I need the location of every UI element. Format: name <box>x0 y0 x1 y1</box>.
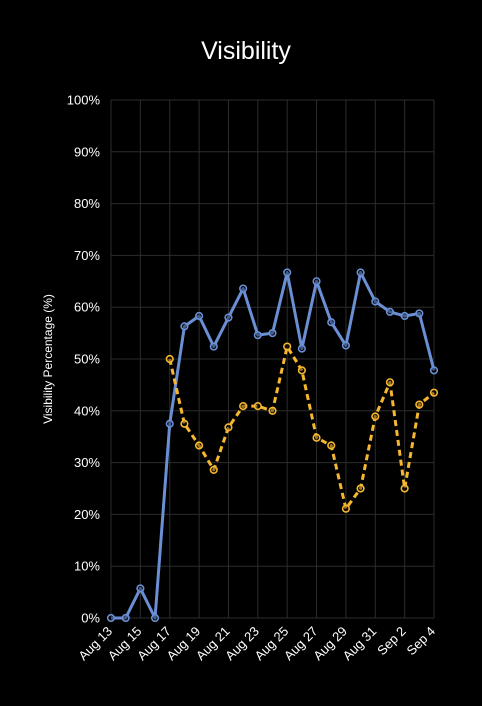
data-point <box>209 465 218 474</box>
x-tick-label: Sep 4 <box>403 624 438 659</box>
data-point <box>429 366 439 375</box>
data-point <box>150 613 160 623</box>
y-axis-label: Visibility Percentage (%) <box>41 294 55 424</box>
data-point <box>312 433 321 442</box>
y-tick-label: 60% <box>74 300 100 315</box>
data-point <box>253 402 262 411</box>
y-tick-label: 70% <box>74 248 100 263</box>
data-point <box>371 297 380 306</box>
series-line <box>111 270 436 620</box>
y-axis-ticks: 0% 10% 20% 30% 40% 50% 60% 70% 80% 90% 100% <box>67 93 101 626</box>
series-line <box>168 345 435 511</box>
y-tick-label: 10% <box>74 559 100 574</box>
data-point <box>297 366 306 375</box>
x-tick-label: Sep 2 <box>374 624 409 659</box>
data-point <box>268 406 277 415</box>
y-tick-label: 50% <box>74 352 100 367</box>
y-tick-label: 20% <box>74 507 100 522</box>
data-point <box>312 277 321 286</box>
data-point <box>341 341 351 350</box>
data-point <box>371 412 380 421</box>
data-point <box>224 313 233 322</box>
data-point <box>180 322 189 331</box>
data-point <box>415 400 424 409</box>
data-point <box>268 329 277 338</box>
series-1 <box>106 268 439 623</box>
data-point <box>415 309 424 318</box>
data-point <box>239 402 248 411</box>
y-tick-label: 80% <box>74 196 100 211</box>
data-point <box>165 354 174 364</box>
data-point <box>400 484 409 493</box>
data-point <box>297 344 306 353</box>
data-point <box>121 613 130 623</box>
series-lines <box>106 268 439 623</box>
data-point <box>209 342 218 351</box>
data-point <box>253 331 262 340</box>
data-point <box>224 423 233 432</box>
x-tick-label: Aug 31 <box>340 624 380 664</box>
data-point <box>385 378 395 387</box>
data-point <box>356 484 365 493</box>
data-point <box>165 419 174 428</box>
data-point <box>341 504 351 513</box>
y-tick-label: 90% <box>74 144 100 159</box>
data-point <box>385 307 395 316</box>
data-point <box>194 311 204 321</box>
data-point <box>429 388 439 397</box>
data-point <box>180 419 189 428</box>
y-tick-label: 0% <box>81 611 100 626</box>
data-point <box>194 441 204 450</box>
y-tick-label: 30% <box>74 455 100 470</box>
data-point <box>136 584 145 593</box>
data-point <box>356 268 365 277</box>
chart-title: Visibility <box>201 37 291 65</box>
data-point <box>400 311 409 321</box>
data-point <box>327 318 336 327</box>
data-point <box>283 268 292 277</box>
data-point <box>327 441 336 450</box>
data-point <box>106 613 116 623</box>
y-tick-label: 100% <box>67 93 101 108</box>
series-2 <box>165 342 439 513</box>
data-point <box>283 342 292 351</box>
y-tick-label: 40% <box>74 403 100 418</box>
data-point <box>239 284 248 293</box>
grid-lines <box>110 99 435 619</box>
